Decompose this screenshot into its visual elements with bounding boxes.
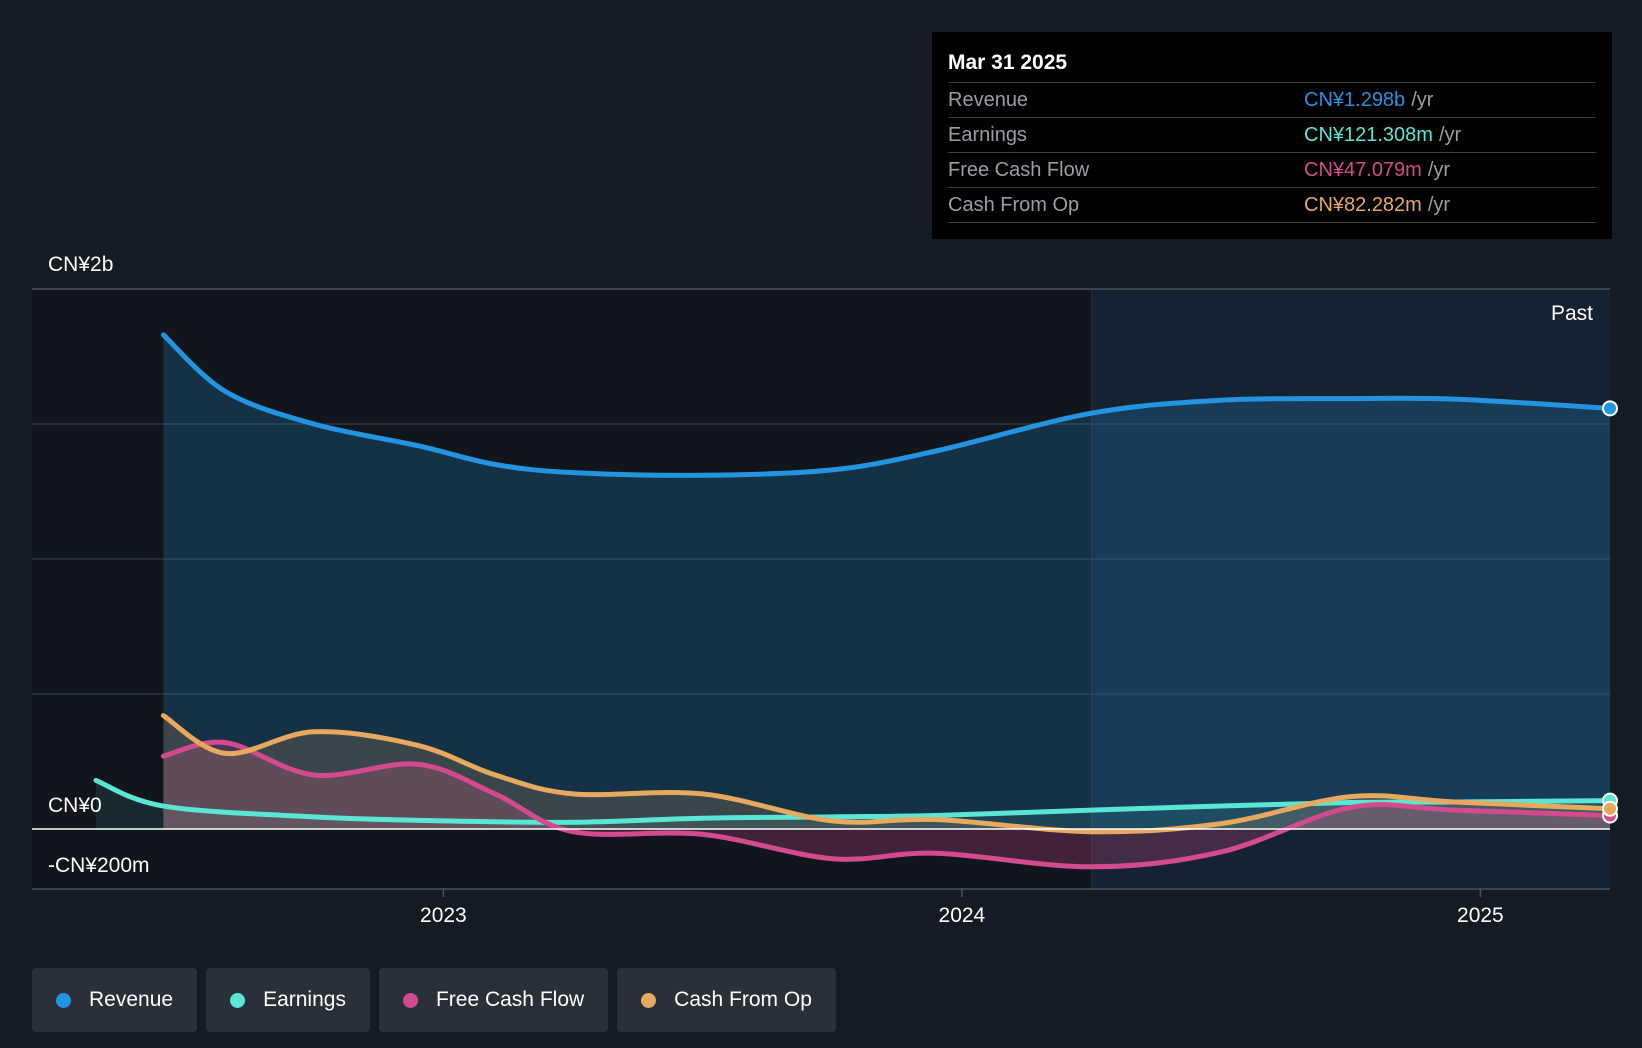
legend-label: Cash From Op — [674, 988, 812, 1011]
legend-dot-icon — [402, 992, 418, 1008]
legend: Revenue Earnings Free Cash Flow Cash Fro… — [32, 968, 836, 1032]
past-region-background — [1091, 289, 1610, 889]
tooltip-panel: Mar 31 2025 Revenue CN¥1.298b /yr Earnin… — [932, 32, 1612, 239]
x-tick-label: 2025 — [1457, 904, 1504, 927]
x-tick-label: 2024 — [939, 904, 986, 927]
tooltip-label: Earnings — [948, 124, 1027, 146]
tooltip-label: Free Cash Flow — [948, 159, 1090, 181]
axis-labels: CN¥2b CN¥0 -CN¥200m Past 2023 2024 2025 — [48, 253, 1593, 927]
tooltip-label: Cash From Op — [948, 194, 1080, 216]
tooltip-unit: /yr — [1427, 194, 1451, 216]
tooltip-value: CN¥47.079m — [1304, 159, 1422, 181]
legend-item-free-cash-flow[interactable]: Free Cash Flow — [378, 968, 609, 1032]
series-areas — [96, 334, 1611, 867]
legend-label: Earnings — [263, 988, 346, 1011]
area-cash-from-op — [163, 715, 1611, 832]
y-tick-label-zero: CN¥0 — [48, 794, 102, 817]
gridlines — [32, 288, 1610, 890]
y-tick-label-top: CN¥2b — [48, 253, 113, 276]
tooltip-row-free-cash-flow: Free Cash Flow CN¥47.079m /yr — [948, 153, 1596, 188]
tooltip-unit: /yr — [1411, 89, 1434, 111]
area-free-cash-flow — [163, 742, 1611, 867]
tooltip-value: CN¥1.298b — [1304, 89, 1406, 111]
legend-dot-icon — [56, 992, 71, 1008]
end-marker-cash-from-op — [1602, 800, 1618, 817]
tooltip-value: CN¥82.282m — [1304, 194, 1422, 216]
past-label: Past — [1551, 302, 1593, 325]
tooltip-value: CN¥121.308m — [1304, 124, 1433, 146]
plot-background — [32, 289, 1092, 889]
line-earnings — [93, 777, 1613, 825]
x-tick-label: 2023 — [420, 904, 467, 927]
tooltip-row-cash-from-op: Cash From Op CN¥82.282m /yr — [948, 188, 1596, 223]
legend-label: Revenue — [89, 988, 174, 1011]
chart-background — [32, 289, 1610, 889]
y-tick-label-bottom: -CN¥200m — [48, 854, 150, 877]
tooltip-row-earnings: Earnings CN¥121.308m /yr — [948, 118, 1596, 153]
legend-dot-icon — [230, 992, 246, 1008]
area-revenue — [163, 334, 1611, 829]
tooltip-unit: /yr — [1427, 159, 1451, 181]
series-lines — [32, 332, 1618, 870]
tooltip-row-revenue: Revenue CN¥1.298b /yr — [948, 83, 1596, 118]
legend-item-revenue[interactable]: Revenue — [32, 968, 198, 1032]
legend-item-earnings[interactable]: Earnings — [206, 968, 370, 1032]
legend-label: Free Cash Flow — [435, 988, 585, 1011]
legend-item-cash-from-op[interactable]: Cash From Op — [617, 968, 836, 1032]
tooltip-date: Mar 31 2025 — [948, 46, 1596, 83]
legend-dot-icon — [641, 992, 657, 1008]
end-marker-revenue — [1602, 400, 1618, 417]
line-revenue — [160, 332, 1613, 478]
tooltip-label: Revenue — [948, 89, 1029, 111]
area-earnings — [96, 780, 1610, 829]
tooltip-unit: /yr — [1438, 124, 1462, 146]
line-free-cash-flow — [160, 739, 1613, 870]
line-cash-from-op — [160, 713, 1613, 835]
